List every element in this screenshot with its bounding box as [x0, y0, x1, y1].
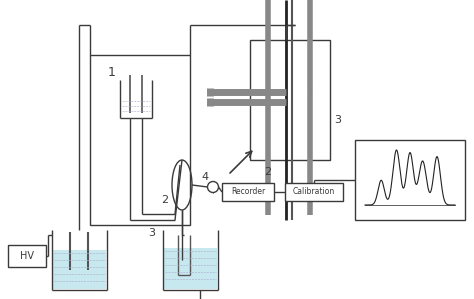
Bar [250, 40, 330, 160]
Text: Recorder: Recorder [231, 187, 265, 196]
Bar [222, 183, 274, 201]
Text: Calibration: Calibration [293, 187, 335, 196]
Text: 2: 2 [264, 167, 272, 177]
Text: 2: 2 [162, 195, 169, 205]
Text: 4: 4 [201, 172, 209, 182]
Bar [53, 250, 106, 289]
Bar [90, 55, 190, 225]
Bar [355, 140, 465, 220]
Text: 3: 3 [148, 228, 155, 238]
Bar [164, 248, 217, 289]
Bar [285, 183, 343, 201]
Text: HV: HV [20, 251, 34, 261]
Text: 3: 3 [335, 115, 341, 125]
Text: 1: 1 [108, 66, 116, 80]
Bar [121, 98, 151, 116]
Circle shape [208, 181, 219, 193]
Bar [8, 245, 46, 267]
